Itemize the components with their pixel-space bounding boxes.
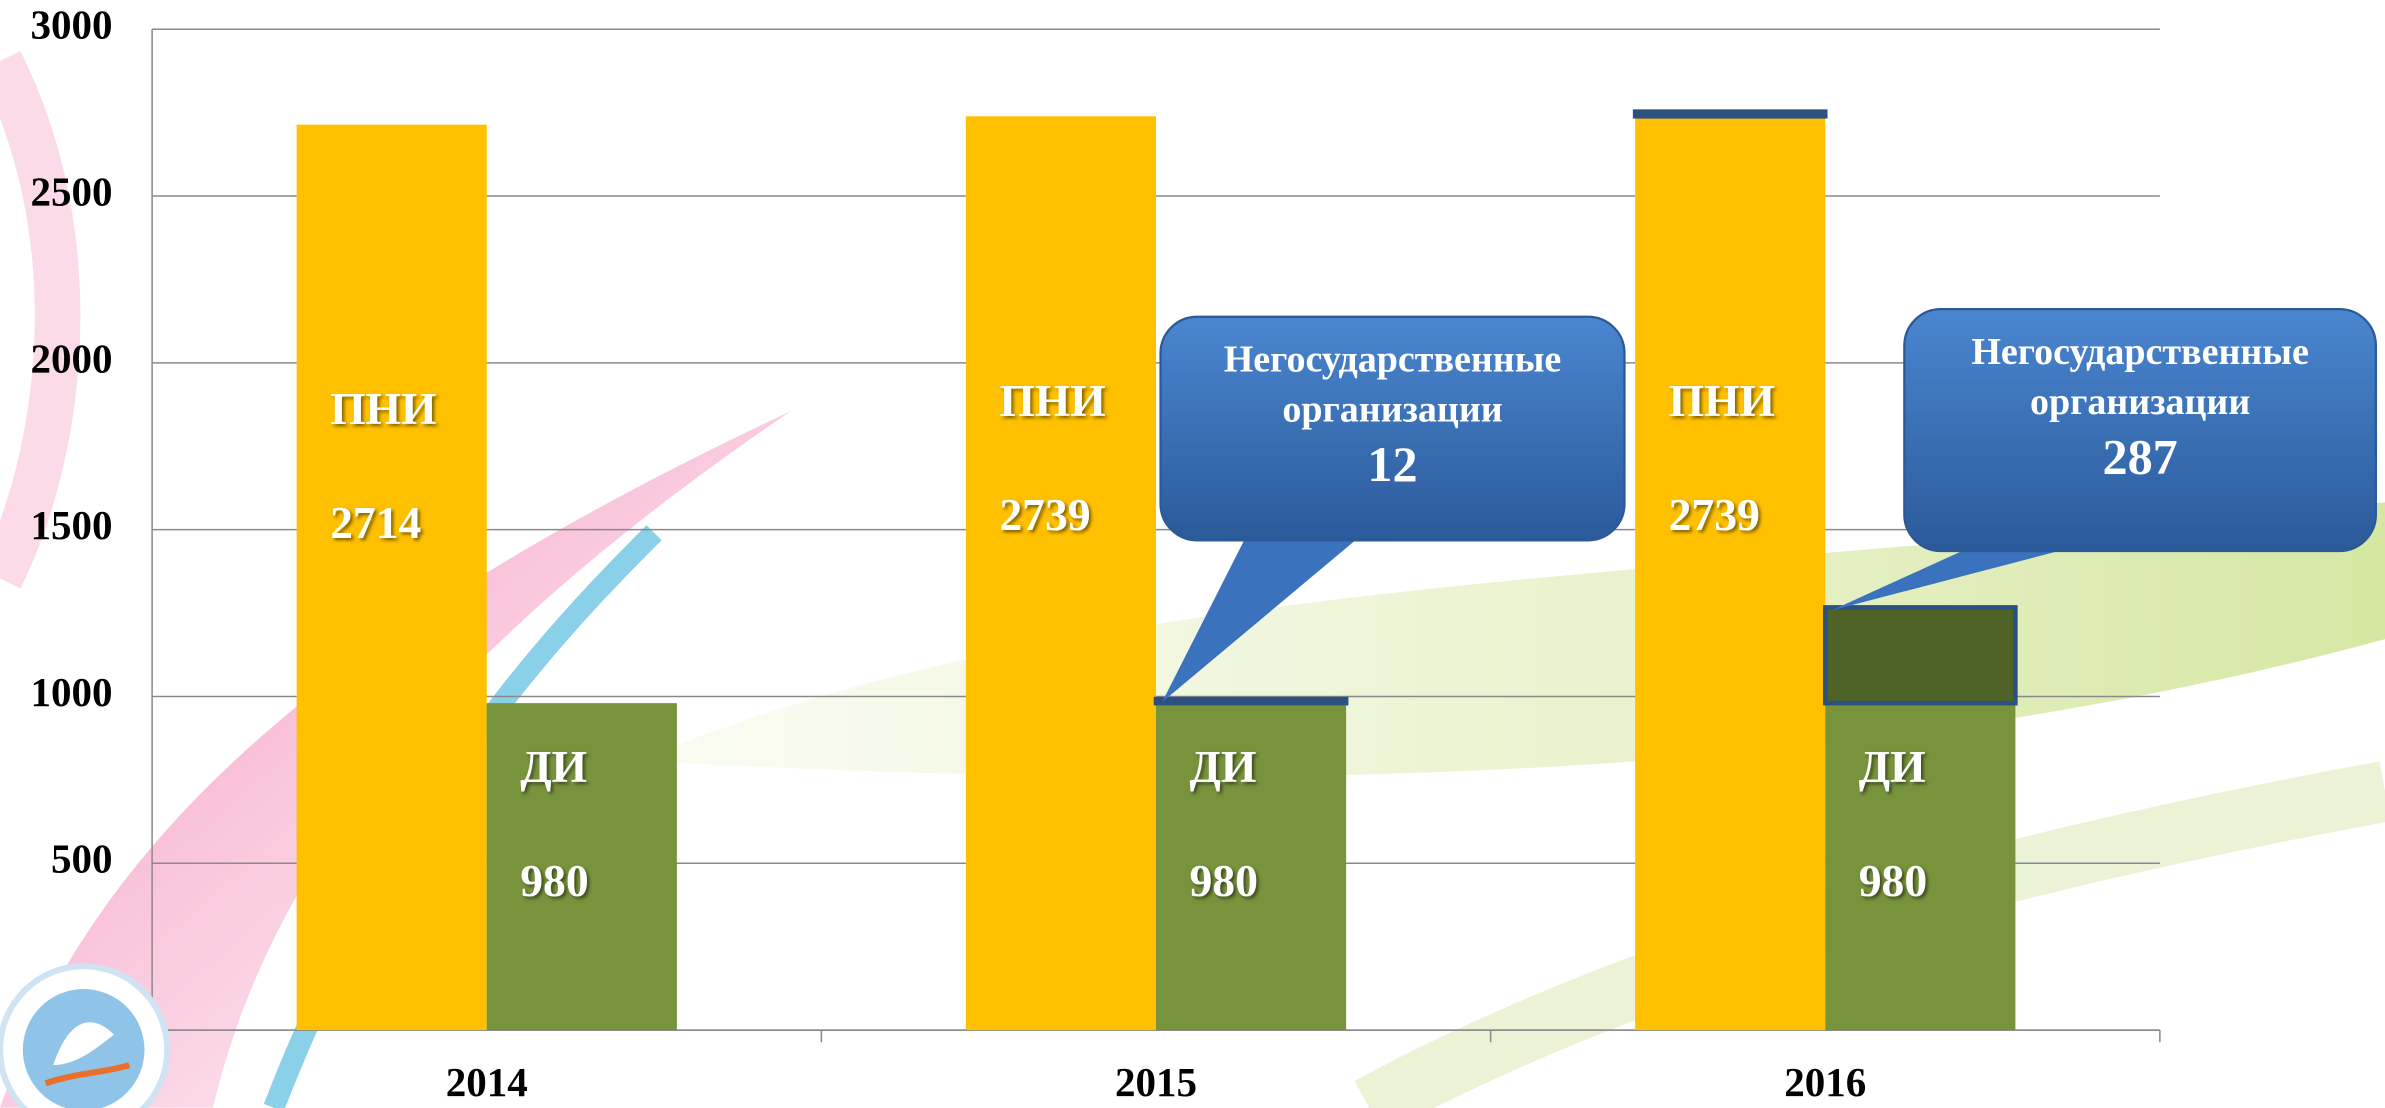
callout-text: Негосударственные организации 287 bbox=[1917, 327, 2364, 484]
bar-label-value: 980 bbox=[1859, 855, 1927, 906]
callout-value: 287 bbox=[1917, 434, 2364, 484]
y-tick-label: 2000 bbox=[30, 335, 112, 381]
y-tick-label: 1500 bbox=[30, 502, 112, 548]
y-tick-label: 1000 bbox=[30, 669, 112, 715]
bar-label-value: 2714 bbox=[330, 497, 421, 548]
callout: Негосударственные организации 287 bbox=[1917, 327, 2364, 545]
x-tick-label: 2014 bbox=[446, 1059, 528, 1105]
callout-name: Негосударственные организации bbox=[1173, 335, 1613, 435]
bar-label-name: ДИ bbox=[520, 741, 587, 792]
plot-area: 050010001500200025003000201420152016ПНИ2… bbox=[30, 2, 2375, 1105]
y-tick-label: 500 bbox=[51, 836, 113, 882]
bar-label-name: ПНИ bbox=[330, 383, 436, 434]
bar-label-name: ПНИ bbox=[1669, 375, 1775, 426]
bar-segment bbox=[1635, 112, 1825, 117]
chart: 050010001500200025003000201420152016ПНИ2… bbox=[0, 0, 2385, 1108]
bar-label-value: 980 bbox=[1189, 855, 1257, 906]
y-tick-label: 3000 bbox=[30, 2, 112, 48]
callout-name: Негосударственные организации bbox=[1917, 327, 2364, 427]
bar-segment bbox=[1825, 607, 2015, 703]
bar-label-name: ДИ bbox=[1189, 741, 1256, 792]
logo bbox=[0, 966, 167, 1108]
bar-label-value: 2739 bbox=[999, 489, 1090, 540]
bar-label-name: ПНИ bbox=[999, 375, 1105, 426]
bar-segment bbox=[1156, 699, 1346, 703]
bar-label-value: 2739 bbox=[1669, 489, 1760, 540]
y-tick-label: 2500 bbox=[30, 168, 112, 214]
bar-label-name: ДИ bbox=[1859, 741, 1926, 792]
callout-value: 12 bbox=[1173, 441, 1613, 491]
bar-label-value: 980 bbox=[520, 855, 588, 906]
x-tick-label: 2015 bbox=[1115, 1059, 1197, 1105]
bar-segment bbox=[966, 116, 1156, 1030]
bar-segment bbox=[1635, 116, 1825, 1030]
callout-text: Негосударственные организации 12 bbox=[1173, 335, 1613, 492]
callout: Негосударственные организации 12 bbox=[1173, 335, 1613, 534]
x-tick-label: 2016 bbox=[1784, 1059, 1866, 1105]
bar-segment bbox=[297, 125, 487, 1030]
